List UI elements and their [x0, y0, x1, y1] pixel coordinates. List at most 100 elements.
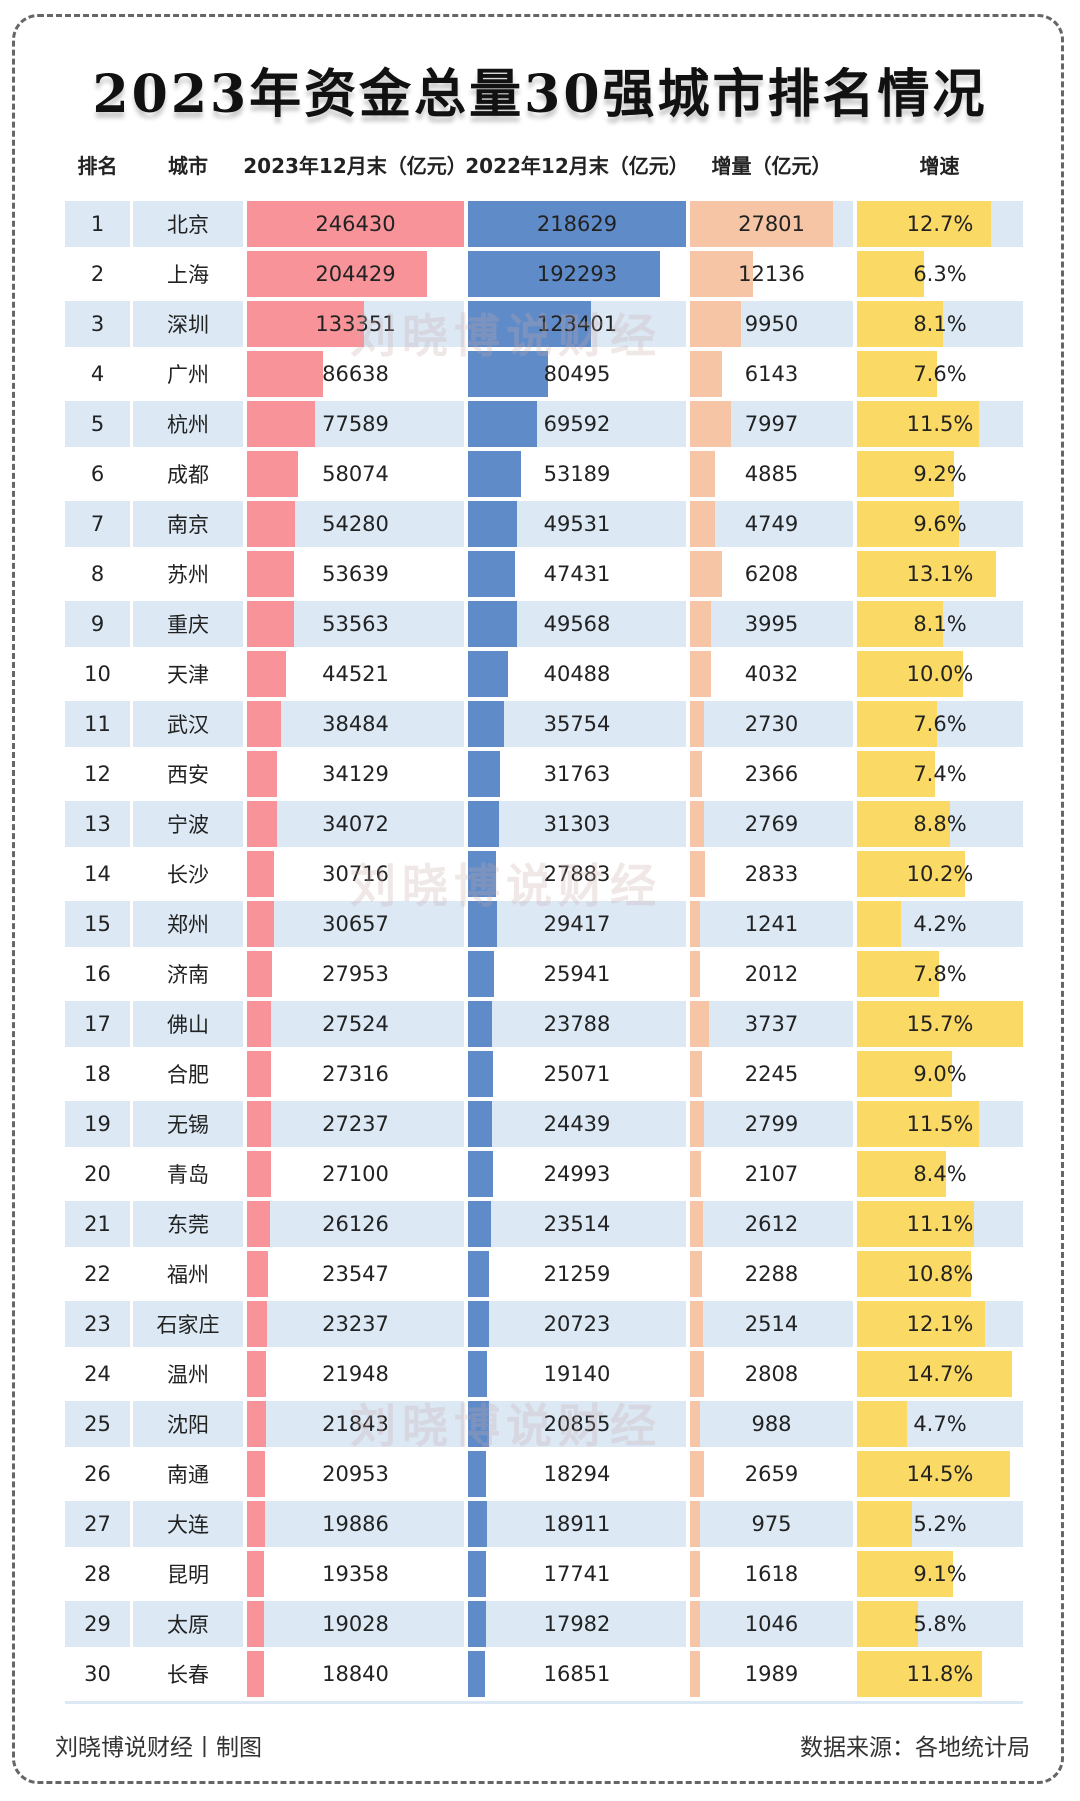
cell-background — [133, 1301, 243, 1347]
bar-v2022 — [468, 901, 498, 947]
cell-v2022: 25071 — [468, 1051, 686, 1097]
table-row: 24 温州 21948 19140 2808 14.7% — [65, 1349, 1023, 1399]
bar-growth — [857, 601, 943, 647]
label-city: 苏州 — [167, 563, 209, 587]
label-city: 成都 — [167, 463, 209, 487]
bar-v2022 — [468, 351, 549, 397]
cell-rank: 4 — [65, 351, 130, 397]
cell-growth: 11.8% — [857, 1651, 1023, 1697]
table-row: 5 杭州 77589 69592 7997 11.5% — [65, 399, 1023, 449]
cell-background — [65, 1601, 130, 1647]
cell-v2023: 246430 — [247, 201, 464, 247]
label-growth: 11.5% — [906, 412, 974, 436]
bar-v2023 — [247, 1251, 268, 1297]
bar-v2023 — [247, 701, 281, 747]
cell-background — [468, 1101, 686, 1147]
label-growth: 14.7% — [906, 1362, 974, 1386]
bar-v2023 — [247, 1451, 266, 1497]
label-inc: 2730 — [744, 712, 799, 736]
cell-growth: 11.5% — [857, 401, 1023, 447]
cell-growth: 13.1% — [857, 551, 1023, 597]
cell-v2022: 18911 — [468, 1501, 686, 1547]
label-city: 郑州 — [167, 913, 209, 937]
bar-growth — [857, 1401, 907, 1447]
table-row: 12 西安 34129 31763 2366 7.4% — [65, 749, 1023, 799]
bar-growth — [857, 1601, 919, 1647]
label-growth: 10.0% — [906, 662, 974, 686]
bar-growth — [857, 1251, 972, 1297]
cell-background — [247, 701, 464, 747]
bar-inc — [690, 851, 705, 897]
cell-background — [133, 1001, 243, 1047]
label-v2023: 18840 — [322, 1662, 389, 1686]
label-city: 佛山 — [167, 1013, 209, 1037]
cell-v2023: 54280 — [247, 501, 464, 547]
bar-v2022 — [468, 1351, 488, 1397]
cell-v2023: 53563 — [247, 601, 464, 647]
cell-city: 济南 — [133, 951, 243, 997]
label-inc: 1618 — [744, 1562, 799, 1586]
bar-inc — [690, 1101, 705, 1147]
cell-background — [468, 1201, 686, 1247]
cell-rank: 19 — [65, 1101, 130, 1147]
bar-growth — [857, 1651, 982, 1697]
cell-rank: 1 — [65, 201, 130, 247]
cell-v2023: 19886 — [247, 1501, 464, 1547]
cell-inc: 6208 — [690, 551, 853, 597]
label-city: 深圳 — [167, 313, 209, 337]
label-inc: 3995 — [744, 612, 799, 636]
label-v2022: 24439 — [543, 1112, 611, 1136]
label-rank: 8 — [90, 562, 105, 586]
cell-growth: 4.2% — [857, 901, 1023, 947]
cell-rank: 17 — [65, 1001, 130, 1047]
cell-v2022: 29417 — [468, 901, 686, 947]
bar-growth — [857, 501, 959, 547]
bar-growth — [857, 1351, 1013, 1397]
bar-v2023 — [247, 1401, 267, 1447]
label-v2023: 34072 — [322, 812, 389, 836]
header-rank: 排名 — [77, 154, 118, 178]
cell-growth: 14.7% — [857, 1351, 1023, 1397]
table-bottom-line — [65, 1701, 1023, 1704]
cell-background — [690, 1401, 853, 1447]
label-city: 北京 — [167, 213, 209, 237]
bar-v2023 — [247, 1101, 271, 1147]
cell-rank: 6 — [65, 451, 130, 497]
bar-v2022 — [468, 301, 592, 347]
label-growth: 9.1% — [913, 1562, 967, 1586]
table-row: 14 长沙 30716 27883 2833 10.2% — [65, 849, 1023, 899]
table-row: 29 太原 19028 17982 1046 5.8% — [65, 1599, 1023, 1649]
label-v2023: 58074 — [322, 462, 389, 486]
table-row: 9 重庆 53563 49568 3995 8.1% — [65, 599, 1023, 649]
bar-growth — [857, 1101, 979, 1147]
cell-background — [133, 501, 243, 547]
label-rank: 15 — [84, 912, 111, 936]
label-growth: 9.2% — [913, 462, 967, 486]
cell-city: 长沙 — [133, 851, 243, 897]
label-growth: 6.3% — [913, 262, 967, 286]
cell-v2023: 30716 — [247, 851, 464, 897]
cell-city: 昆明 — [133, 1551, 243, 1597]
label-v2022: 19140 — [543, 1362, 611, 1386]
cell-background — [133, 801, 243, 847]
label-v2023: 27953 — [322, 962, 389, 986]
bar-v2023 — [247, 301, 365, 347]
cell-v2022: 25941 — [468, 951, 686, 997]
label-v2022: 80495 — [543, 362, 611, 386]
label-v2023: 27524 — [322, 1012, 389, 1036]
cell-background — [65, 401, 130, 447]
cell-growth: 9.2% — [857, 451, 1023, 497]
cell-city: 重庆 — [133, 601, 243, 647]
cell-city: 沈阳 — [133, 1401, 243, 1447]
label-inc: 7997 — [744, 412, 799, 436]
cell-background — [247, 1401, 464, 1447]
label-growth: 9.6% — [913, 512, 967, 536]
cell-v2022: 123401 — [468, 301, 686, 347]
cell-city: 大连 — [133, 1501, 243, 1547]
cell-rank: 8 — [65, 551, 130, 597]
cell-rank: 29 — [65, 1601, 130, 1647]
label-growth: 12.1% — [906, 1312, 974, 1336]
label-v2022: 24993 — [543, 1162, 611, 1186]
bar-growth — [857, 801, 951, 847]
cell-background — [468, 1001, 686, 1047]
